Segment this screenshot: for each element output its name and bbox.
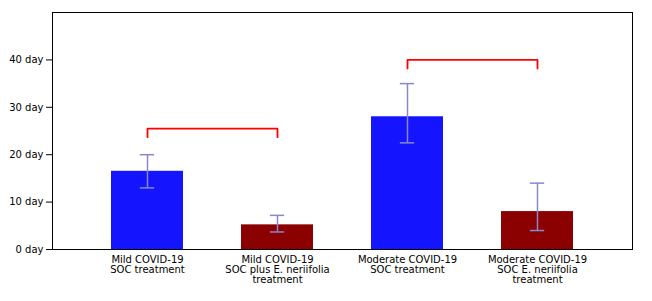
svg-text:Moderate COVID-19SOC treatment: Moderate COVID-19SOC treatment bbox=[358, 254, 457, 275]
svg-text:0 day: 0 day bbox=[16, 244, 44, 255]
svg-text:10 day: 10 day bbox=[9, 196, 43, 207]
svg-text:40 day: 40 day bbox=[9, 54, 43, 65]
svg-text:Mild COVID-19SOC plus E. nerii: Mild COVID-19SOC plus E. neriifoliatreat… bbox=[225, 254, 329, 285]
svg-text:Mild COVID-19SOC treatment: Mild COVID-19SOC treatment bbox=[110, 254, 185, 275]
svg-text:30 day: 30 day bbox=[9, 102, 43, 113]
svg-text:Moderate COVID-19SOC E. neriif: Moderate COVID-19SOC E. neriifoliatreatm… bbox=[488, 254, 587, 285]
svg-text:20 day: 20 day bbox=[9, 149, 43, 160]
